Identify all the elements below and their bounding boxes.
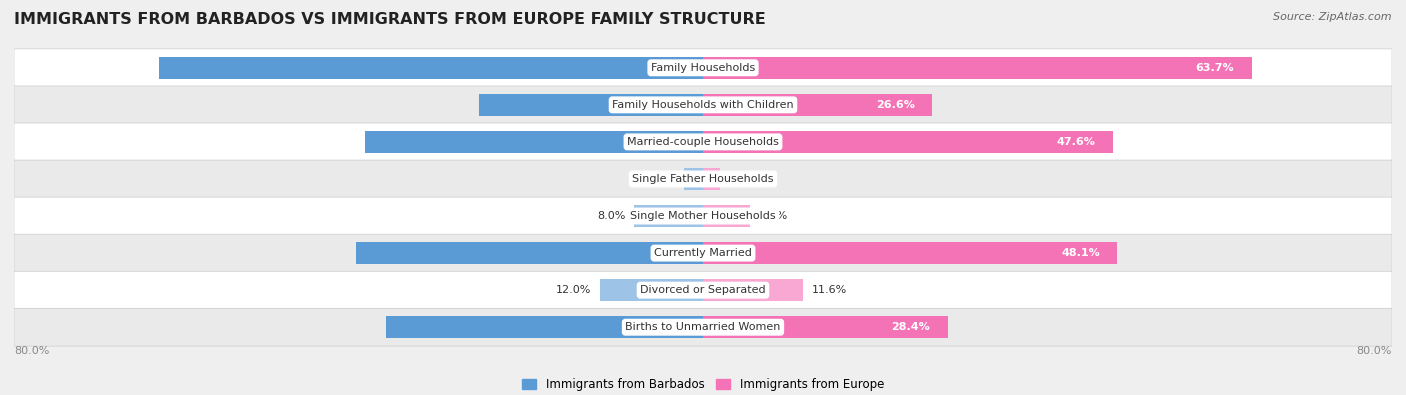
Text: 26.6%: 26.6%: [876, 100, 915, 110]
Bar: [703, 316, 948, 339]
Text: 80.0%: 80.0%: [1357, 346, 1392, 357]
FancyBboxPatch shape: [14, 49, 1392, 87]
Bar: [685, 168, 703, 190]
Text: IMMIGRANTS FROM BARBADOS VS IMMIGRANTS FROM EUROPE FAMILY STRUCTURE: IMMIGRANTS FROM BARBADOS VS IMMIGRANTS F…: [14, 12, 766, 27]
Text: 39.2%: 39.2%: [686, 137, 724, 147]
Text: 12.0%: 12.0%: [555, 285, 591, 295]
FancyBboxPatch shape: [14, 160, 1392, 198]
Bar: [703, 168, 720, 190]
Text: 5.5%: 5.5%: [759, 211, 787, 221]
Text: 48.1%: 48.1%: [1062, 248, 1099, 258]
Text: Family Households with Children: Family Households with Children: [612, 100, 794, 110]
Text: Single Father Households: Single Father Households: [633, 174, 773, 184]
Bar: [634, 205, 703, 227]
Text: 47.6%: 47.6%: [1057, 137, 1095, 147]
Bar: [479, 94, 703, 116]
Bar: [703, 279, 803, 301]
Text: 80.0%: 80.0%: [14, 346, 49, 357]
FancyBboxPatch shape: [14, 123, 1392, 161]
FancyBboxPatch shape: [14, 86, 1392, 124]
Text: Divorced or Separated: Divorced or Separated: [640, 285, 766, 295]
FancyBboxPatch shape: [14, 197, 1392, 235]
FancyBboxPatch shape: [14, 308, 1392, 346]
Legend: Immigrants from Barbados, Immigrants from Europe: Immigrants from Barbados, Immigrants fro…: [517, 373, 889, 395]
Bar: [703, 205, 751, 227]
Text: 26.0%: 26.0%: [686, 100, 724, 110]
Bar: [387, 316, 703, 339]
Text: Family Households: Family Households: [651, 63, 755, 73]
Text: 40.3%: 40.3%: [686, 248, 724, 258]
Text: 2.0%: 2.0%: [728, 174, 758, 184]
Text: 28.4%: 28.4%: [891, 322, 931, 332]
FancyBboxPatch shape: [14, 271, 1392, 309]
Bar: [703, 242, 1118, 264]
Text: 36.8%: 36.8%: [686, 322, 724, 332]
Bar: [366, 131, 703, 153]
Text: 63.7%: 63.7%: [1195, 63, 1234, 73]
Text: Married-couple Households: Married-couple Households: [627, 137, 779, 147]
Bar: [703, 94, 932, 116]
Text: 8.0%: 8.0%: [598, 211, 626, 221]
Bar: [703, 131, 1114, 153]
Text: Currently Married: Currently Married: [654, 248, 752, 258]
Text: 11.6%: 11.6%: [811, 285, 846, 295]
Text: Single Mother Households: Single Mother Households: [630, 211, 776, 221]
Text: 63.2%: 63.2%: [686, 63, 724, 73]
Text: 2.2%: 2.2%: [647, 174, 675, 184]
Text: Source: ZipAtlas.com: Source: ZipAtlas.com: [1274, 12, 1392, 22]
FancyBboxPatch shape: [14, 234, 1392, 272]
Bar: [599, 279, 703, 301]
Text: Births to Unmarried Women: Births to Unmarried Women: [626, 322, 780, 332]
Bar: [703, 56, 1251, 79]
Bar: [159, 56, 703, 79]
Bar: [356, 242, 703, 264]
